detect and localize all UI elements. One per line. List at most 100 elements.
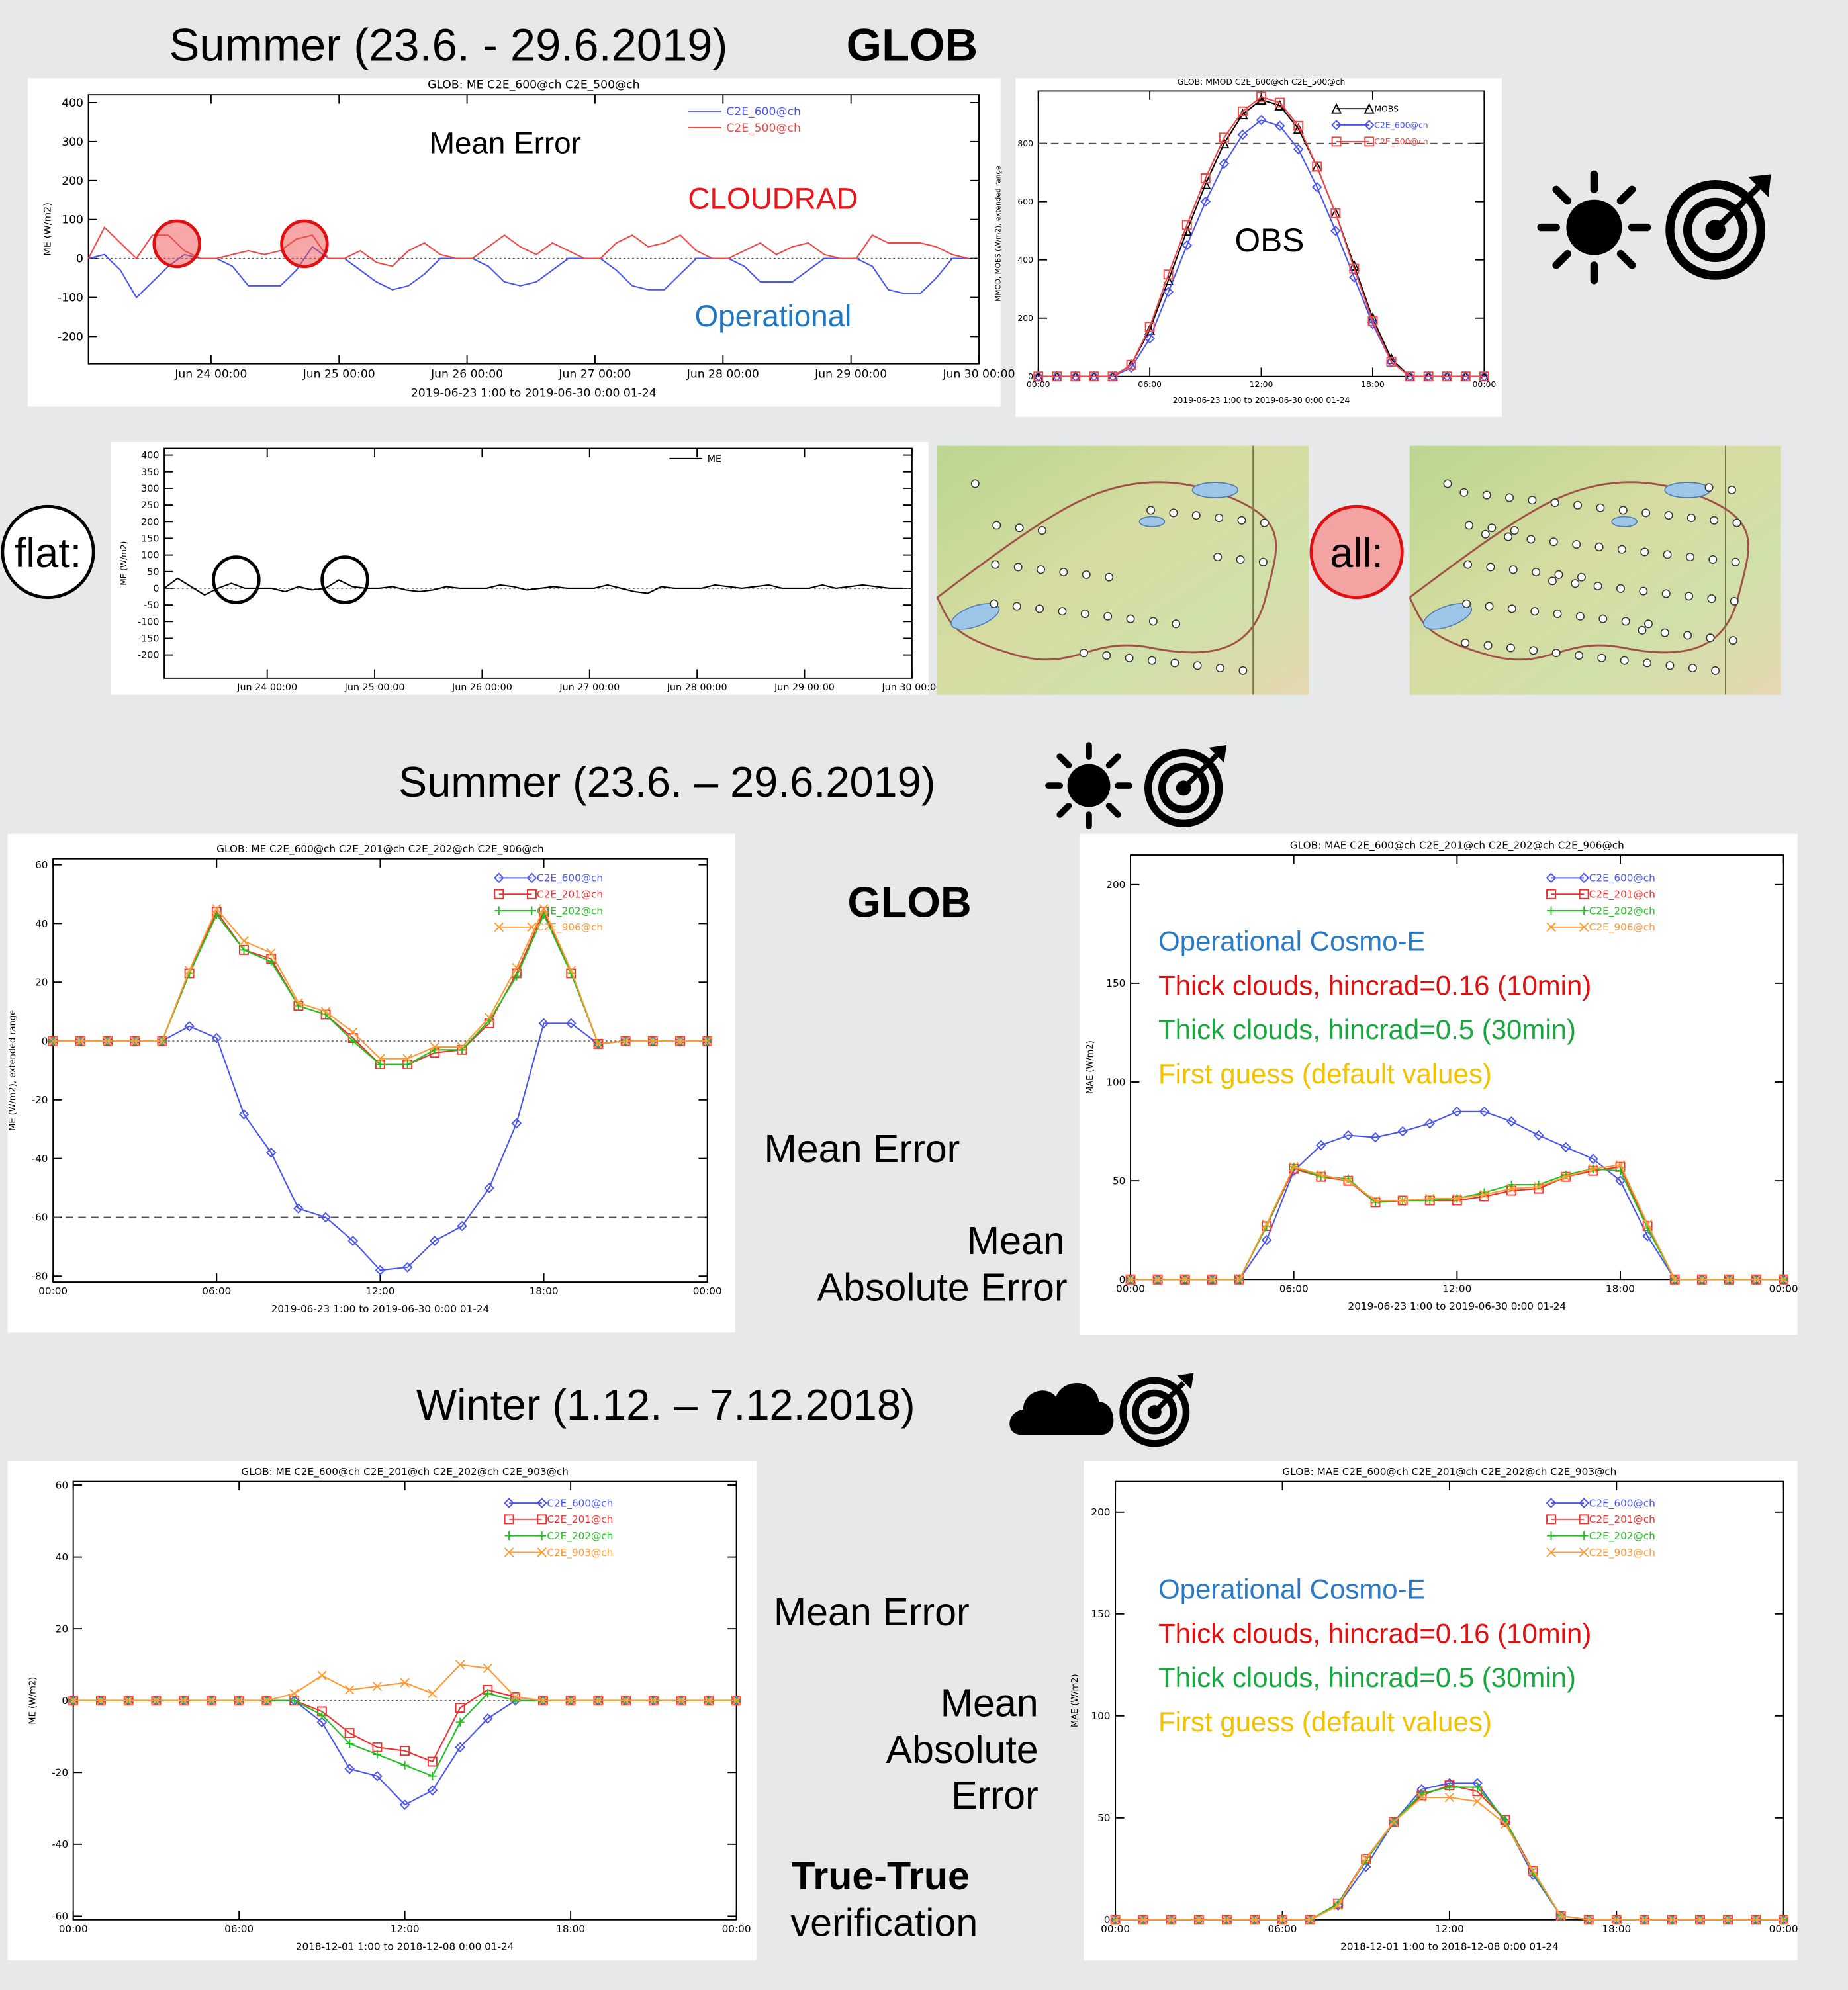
map-station [1684,631,1691,639]
map-station [1104,613,1111,620]
y-tick-label: 100 [1091,1710,1110,1722]
y-tick-label: 100 [141,551,159,561]
x-axis-label: 2019-06-23 1:00 to 2019-06-30 0:00 01-24 [1173,395,1350,405]
x-tick-label: 06:00 [202,1285,231,1297]
y-tick-label: 0 [153,584,159,594]
legend-label: C2E_201@ch [1589,889,1655,901]
y-tick-label: 100 [62,214,83,227]
map-station [1170,509,1177,516]
map-station [1510,527,1518,534]
section-title: Summer (23.6. - 29.6.2019) [169,20,728,71]
x-axis-label: 2018-12-01 1:00 to 2018-12-08 0:00 01-24 [1340,1941,1559,1953]
map-station [990,600,997,608]
map-station [1688,514,1695,521]
y-axis-label: ME (W/m2) [28,1677,38,1725]
y-tick-label: -150 [138,633,159,644]
y-tick-label: -200 [138,651,159,661]
map-station [1236,556,1244,563]
map-station [1039,527,1046,534]
x-tick-label: 18:00 [1361,379,1385,389]
map-station [1488,524,1495,531]
section-title: Summer (23.6. – 29.6.2019) [398,758,935,806]
legend-label: C2E_600@ch [1374,120,1428,130]
map-station [1215,514,1223,521]
x-tick-label: Jun 26 00:00 [451,682,512,693]
map-station [1706,634,1714,641]
y-tick-label: 50 [1113,1175,1125,1187]
map-station [1238,517,1245,524]
legend-label: C2E_600@ch [1589,872,1655,885]
chart-panel [7,1461,757,1960]
y-axis-label: MAE (W/m2) [1086,1040,1095,1094]
x-tick-label: 12:00 [391,1923,420,1935]
y-tick-label: 20 [56,1623,68,1635]
map-lake [1612,517,1637,527]
map-station [1507,644,1514,651]
x-axis-label: 2018-12-01 1:00 to 2018-12-08 0:00 01-24 [296,1941,514,1953]
map-station [993,521,1000,529]
map-station [1527,535,1534,543]
map-station [1643,659,1651,666]
map-lake [1193,482,1238,498]
map-station [1531,608,1538,615]
legend-label: C2E_500@ch [726,122,801,135]
map-station [1571,580,1579,587]
map-station [1599,615,1606,622]
badge-label: flat: [15,530,82,576]
x-tick-label: Jun 30 00:00 [943,368,1015,381]
legend-label: C2E_202@ch [1589,905,1655,917]
legend-label: C2E_201@ch [537,889,603,901]
map-station [1444,480,1451,487]
map-station [1014,563,1021,570]
chart: GLOB: MAE C2E_600@ch C2E_201@ch C2E_202@… [1070,1461,1798,1960]
annotation: First guess (default values) [1158,1706,1492,1737]
y-tick-label: 50 [147,567,159,578]
y-tick-label: 200 [1017,313,1033,323]
section-title: Winter (1.12. – 7.12.2018) [416,1380,915,1429]
map-station [1551,499,1559,506]
map-station [1705,484,1712,491]
map-station [1661,629,1669,636]
y-tick-label: 250 [141,500,159,511]
y-tick-label: 200 [1091,1506,1110,1518]
map-station [1686,553,1694,561]
annotation: Thick clouds, hincrad=0.16 (10min) [1158,1617,1591,1649]
map-station [1641,548,1648,555]
y-tick-label: 200 [141,517,159,527]
map-station [1483,491,1490,498]
legend-label: C2E_500@ch [1374,136,1428,146]
map-station [1060,568,1067,576]
y-tick-label: -20 [52,1767,68,1779]
annotation: CLOUDRAD [688,182,858,216]
x-tick-label: 06:00 [1279,1283,1309,1294]
map-station [1508,605,1516,612]
map-station [1058,608,1066,615]
annotation: Operational Cosmo-E [1158,925,1426,956]
map-station [1553,610,1561,617]
map-station [1550,538,1557,545]
map-station [1530,647,1537,654]
map-station [1712,667,1719,674]
map-station [1666,662,1673,669]
map-station [1171,659,1178,666]
y-tick-label: 20 [35,977,48,989]
chart-title: GLOB: ME C2E_600@ch C2E_201@ch C2E_202@c… [241,1466,568,1478]
y-tick-label: -60 [32,1212,48,1224]
map-station [1642,509,1649,516]
legend-label: C2E_906@ch [537,921,603,934]
y-tick-label: -20 [32,1094,48,1106]
map-station [1172,620,1179,627]
x-tick-label: 12:00 [1250,379,1273,389]
legend-label: C2E_201@ch [547,1514,613,1526]
map-station [1685,592,1692,600]
sun-icon [1048,745,1129,826]
chart: GLOB: ME C2E_600@ch C2E_201@ch C2E_202@c… [7,1461,757,1960]
badge-label: all: [1330,530,1383,576]
x-tick-label: Jun 26 00:00 [430,368,503,381]
map-station [1150,617,1157,625]
y-tick-label: 0 [76,253,83,266]
map-lake [1139,517,1164,527]
map-station [1552,649,1559,656]
map-station [1148,656,1156,664]
map-station [1620,506,1627,514]
